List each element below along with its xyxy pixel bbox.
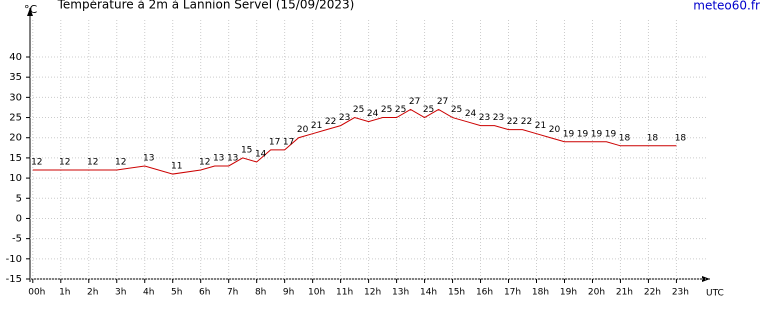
temperature-line — [32, 108, 677, 175]
data-label: 20 — [297, 125, 309, 135]
data-label: 22 — [325, 117, 336, 127]
data-label: 13 — [227, 153, 238, 163]
y-axis-arrow — [27, 8, 33, 16]
y-tick-label: -5 — [12, 234, 22, 245]
x-tick-label: 8h — [255, 288, 266, 298]
data-label: 27 — [409, 97, 420, 107]
data-label: 17 — [283, 137, 294, 147]
data-label: 12 — [31, 158, 42, 168]
x-tick-label: 00h — [28, 288, 45, 298]
x-tick-label: 11h — [336, 288, 353, 298]
data-label: 19 — [591, 129, 603, 139]
data-label: 11 — [171, 162, 182, 172]
x-tick-label: 22h — [644, 288, 661, 298]
x-tick-label: 13h — [392, 288, 409, 298]
y-axis-label: °C — [24, 3, 38, 16]
x-tick-label: 10h — [308, 288, 325, 298]
data-label: 13 — [143, 153, 154, 163]
data-label: 22 — [521, 117, 532, 127]
data-label: 17 — [269, 137, 280, 147]
x-tick-label: 23h — [672, 288, 689, 298]
x-tick-label: 21h — [616, 288, 633, 298]
x-tick-label: 3h — [115, 288, 126, 298]
data-label: 18 — [675, 133, 687, 143]
data-label: 14 — [255, 149, 267, 159]
data-label: 23 — [339, 113, 350, 123]
data-label: 19 — [577, 129, 589, 139]
data-label: 12 — [59, 158, 70, 168]
x-tick-label: 4h — [143, 288, 154, 298]
data-label: 18 — [619, 133, 631, 143]
y-tick-label: 20 — [9, 133, 22, 144]
x-tick-label: 12h — [364, 288, 381, 298]
data-label: 24 — [465, 109, 477, 119]
data-label: 25 — [395, 105, 406, 115]
data-label: 19 — [563, 129, 575, 139]
y-tick-label: 15 — [9, 153, 22, 164]
source-link[interactable]: meteo60.fr — [693, 0, 760, 13]
x-tick-label: 14h — [420, 288, 437, 298]
y-tick-label: 5 — [16, 193, 22, 204]
x-tick-label: 20h — [588, 288, 605, 298]
x-tick-label: 5h — [171, 288, 182, 298]
data-label: 12 — [115, 158, 126, 168]
x-tick-label: 16h — [476, 288, 493, 298]
data-label: 12 — [199, 158, 210, 168]
y-tick-label: 35 — [9, 72, 22, 83]
data-label: 15 — [241, 145, 252, 155]
x-tick-label: 7h — [227, 288, 238, 298]
x-tick-label: 19h — [560, 288, 577, 298]
x-tick-label: 6h — [199, 288, 210, 298]
y-tick-label: 10 — [9, 173, 22, 184]
data-label: 24 — [367, 109, 379, 119]
x-tick-label: 9h — [283, 288, 294, 298]
chart-title: Température à 2m à Lannion Servel (15/09… — [57, 0, 355, 12]
data-label: 25 — [451, 105, 462, 115]
data-label: 21 — [311, 121, 322, 131]
data-label: 20 — [549, 125, 561, 135]
data-label: 25 — [423, 105, 434, 115]
y-tick-label: 0 — [16, 213, 22, 224]
data-label: 12 — [87, 158, 98, 168]
data-label: 23 — [479, 113, 490, 123]
data-label: 25 — [381, 105, 392, 115]
x-tick-label: 17h — [504, 288, 521, 298]
data-label: 21 — [535, 121, 546, 131]
data-label: 22 — [507, 117, 518, 127]
data-label: 23 — [493, 113, 504, 123]
y-tick-label: 25 — [9, 113, 22, 124]
x-axis-label: UTC — [706, 289, 724, 299]
data-label: 18 — [647, 133, 659, 143]
y-tick-label: 30 — [9, 92, 22, 103]
y-tick-label: -15 — [6, 274, 22, 285]
data-label: 19 — [605, 129, 617, 139]
y-tick-label: 40 — [9, 52, 22, 63]
x-tick-label: 2h — [87, 288, 98, 298]
data-label: 25 — [353, 105, 364, 115]
data-label: 13 — [213, 153, 224, 163]
data-label: 27 — [437, 97, 448, 107]
x-tick-label: 15h — [448, 288, 465, 298]
y-tick-label: -10 — [6, 254, 22, 265]
x-tick-label: 1h — [59, 288, 70, 298]
x-tick-label: 18h — [532, 288, 549, 298]
